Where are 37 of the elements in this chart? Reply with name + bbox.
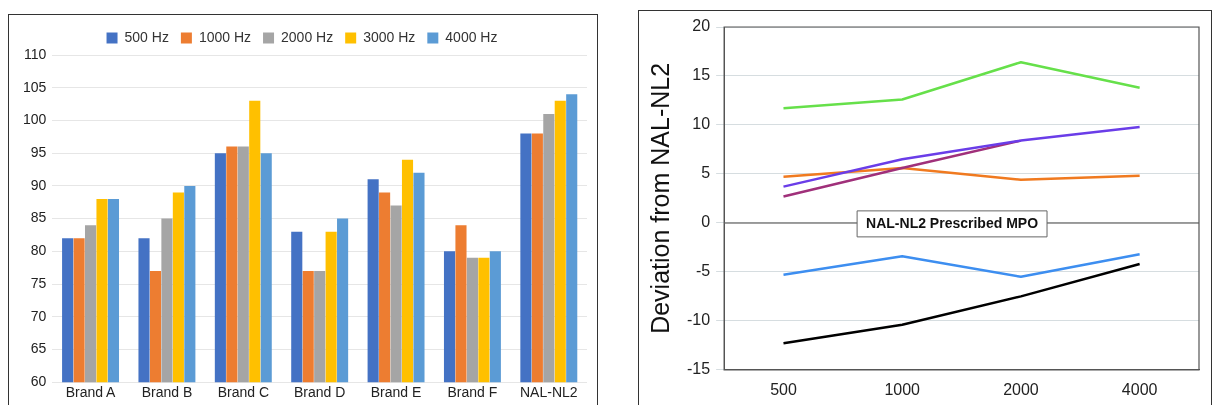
x-tick-label: Brand B <box>141 384 193 401</box>
y-tick-label: 75 <box>30 274 47 291</box>
legend-label: 4000 Hz <box>445 28 498 45</box>
y-tick-label: 100 <box>23 111 47 128</box>
y-tick-label: 105 <box>23 78 47 95</box>
y-tick-label: 60 <box>30 373 47 390</box>
x-tick-label: 500 <box>770 380 797 398</box>
y-tick-label: 15 <box>692 66 711 84</box>
y-tick-label: -10 <box>687 311 711 329</box>
y-tick-label: 80 <box>30 242 47 259</box>
x-tick-label: Brand A <box>65 384 117 401</box>
y-tick-label: 90 <box>30 176 47 193</box>
legend-label: 500 Hz <box>124 28 169 45</box>
y-tick-label: -5 <box>695 262 711 280</box>
y-tick-label: 70 <box>30 307 47 324</box>
legend-label: 3000 Hz <box>363 28 416 45</box>
x-tick-label: 2000 <box>1003 380 1039 398</box>
y-tick-label: 65 <box>30 340 47 357</box>
x-tick-label: 4000 <box>1121 380 1158 398</box>
y-tick-label: 10 <box>692 115 711 133</box>
y-tick-label: -15 <box>687 360 711 378</box>
ref-line-label: NAL-NL2 Prescribed MPO <box>866 214 1039 231</box>
x-tick-label: Brand E <box>370 384 422 401</box>
x-tick-label: Brand D <box>294 384 346 401</box>
x-tick-label: 1000 <box>884 380 921 398</box>
y-axis-title: Deviation from NAL-NL2 <box>645 62 674 334</box>
y-tick-label: 20 <box>692 17 711 35</box>
y-tick-label: 0 <box>701 213 711 231</box>
y-tick-label: 85 <box>30 209 47 226</box>
y-tick-label: 110 <box>24 45 47 62</box>
legend-label: 1000 Hz <box>198 28 252 45</box>
x-tick-label: NAL-NL2 <box>520 384 578 401</box>
y-tick-label: 95 <box>30 144 47 161</box>
x-tick-label: Brand F <box>447 384 498 401</box>
x-tick-label: Brand C <box>217 384 269 401</box>
y-tick-label: 5 <box>701 164 711 182</box>
legend-label: 2000 Hz <box>281 28 334 45</box>
